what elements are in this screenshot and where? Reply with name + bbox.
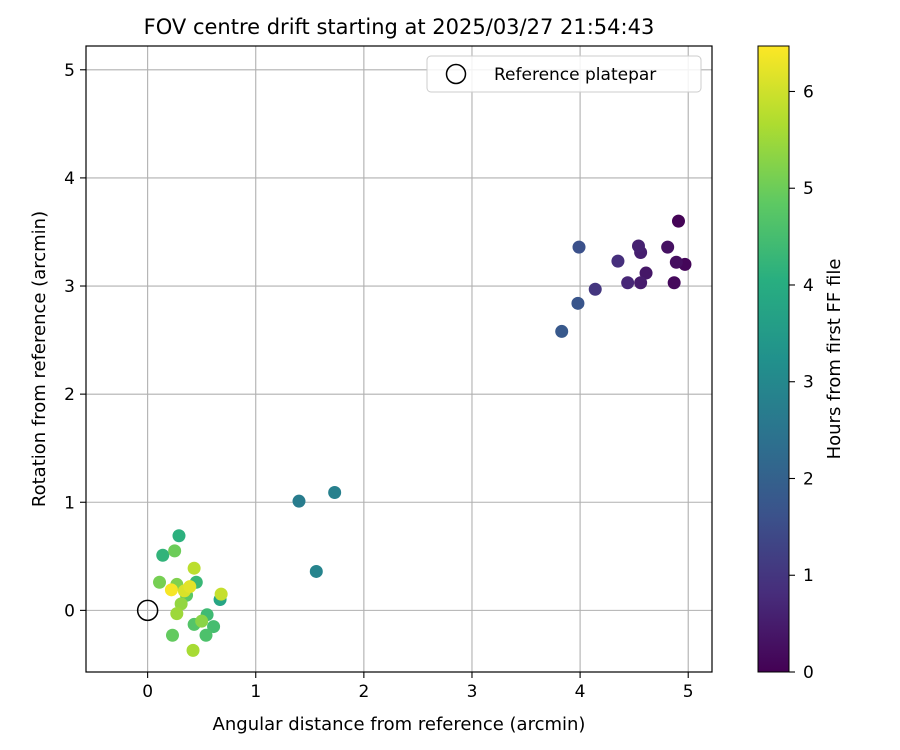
data-points: [153, 214, 692, 657]
y-tick-label: 1: [64, 493, 75, 513]
colorbar-tick-label: 1: [803, 566, 814, 586]
x-tick-label: 3: [467, 682, 478, 702]
data-point: [168, 544, 182, 558]
y-axis-ticks: 0 1 2 3 4 5: [64, 61, 86, 621]
data-point: [328, 486, 342, 500]
data-point: [207, 620, 221, 634]
colorbar-tick-label: 3: [803, 373, 814, 393]
colorbar-tick-label: 6: [803, 82, 814, 102]
data-point: [186, 643, 200, 657]
x-tick-label: 4: [575, 682, 586, 702]
colorbar-gradient: [757, 45, 790, 673]
colorbar: 0 1 2 3 4 5 6 Hours from first FF file: [757, 45, 845, 683]
grid: [86, 46, 712, 672]
data-point: [572, 240, 586, 254]
data-point: [669, 255, 683, 269]
data-point: [671, 214, 685, 228]
y-axis-label: Rotation from reference (arcmin): [29, 211, 50, 507]
x-axis-ticks: 0 1 2 3 4 5: [142, 672, 694, 702]
colorbar-ticks: 0 1 2 3 4 5 6: [789, 82, 814, 683]
y-tick-label: 3: [64, 277, 75, 297]
data-point: [611, 254, 625, 268]
data-point: [214, 587, 228, 601]
legend: Reference platepar: [426, 55, 702, 93]
data-point: [170, 607, 184, 621]
data-point: [631, 239, 645, 253]
y-tick-label: 5: [64, 61, 75, 81]
reference-marker-group: [136, 599, 159, 622]
y-tick-label: 2: [64, 385, 75, 405]
data-point: [187, 561, 201, 575]
data-point: [153, 575, 167, 589]
data-point: [195, 614, 209, 628]
plot-frame: [85, 45, 713, 673]
y-tick-label: 4: [64, 169, 75, 189]
chart-title: FOV centre drift starting at 2025/03/27 …: [144, 15, 655, 39]
data-point: [165, 628, 179, 642]
x-axis-label: Angular distance from reference (arcmin): [213, 714, 586, 735]
data-point: [661, 240, 675, 254]
colorbar-tick-label: 5: [803, 179, 814, 199]
y-tick-label: 0: [64, 601, 75, 621]
data-point: [588, 282, 602, 296]
data-point: [156, 548, 170, 562]
x-tick-label: 5: [683, 682, 694, 702]
data-point: [292, 494, 306, 508]
data-point: [667, 276, 681, 290]
data-point: [309, 564, 323, 578]
colorbar-tick-label: 2: [803, 469, 814, 489]
legend-label-reference: Reference platepar: [494, 65, 656, 85]
data-point: [621, 276, 635, 290]
data-point: [634, 276, 648, 290]
colorbar-tick-label: 0: [803, 663, 814, 683]
data-point: [183, 580, 197, 594]
legend-box: [426, 55, 702, 93]
data-point: [172, 529, 186, 543]
colorbar-label: Hours from first FF file: [824, 259, 845, 460]
x-tick-label: 0: [142, 682, 153, 702]
data-point: [555, 324, 569, 338]
legend-marker-reference: [445, 63, 467, 85]
x-tick-label: 2: [358, 682, 369, 702]
colorbar-tick-label: 4: [803, 276, 814, 296]
x-tick-label: 1: [250, 682, 261, 702]
data-point: [639, 266, 653, 280]
data-point: [571, 296, 585, 310]
reference-platepar-marker: [136, 599, 159, 622]
data-point: [199, 628, 213, 642]
data-point: [164, 583, 178, 597]
data-point: [174, 597, 188, 611]
